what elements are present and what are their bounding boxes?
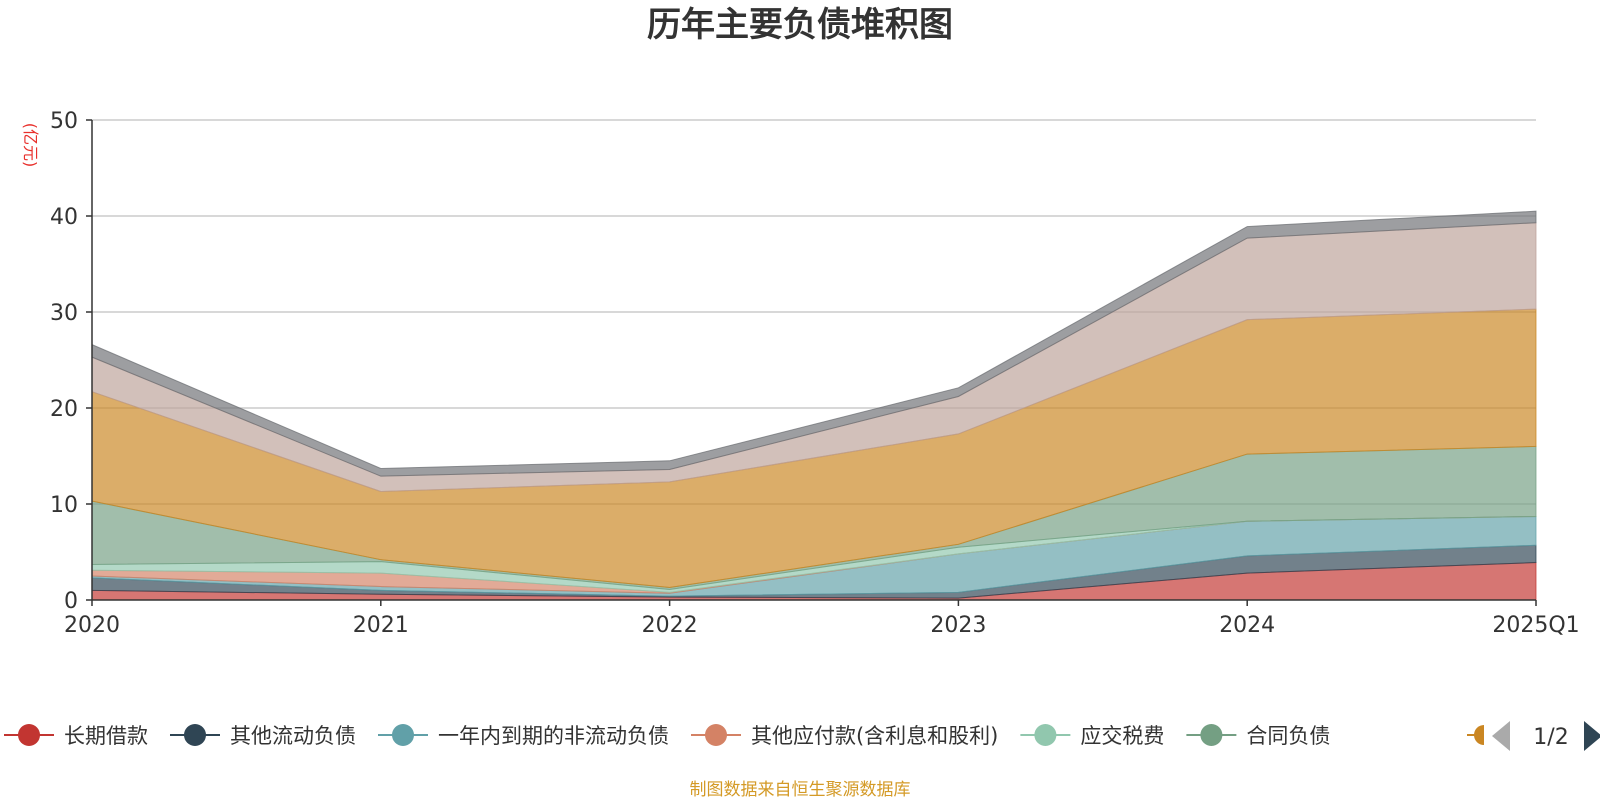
legend-label: 其他应付款(含利息和股利) — [751, 724, 998, 748]
legend-item-4[interactable]: 应交税费 — [1020, 724, 1164, 748]
area-series-group — [91, 210, 1537, 601]
legend-marker-icon — [1474, 725, 1484, 745]
legend-marker-icon — [1034, 724, 1057, 746]
area-series-8 — [91, 210, 1537, 477]
x-tick-label: 2022 — [642, 613, 698, 638]
legend-item-5[interactable]: 合同负债 — [1186, 724, 1330, 748]
legend[interactable]: 长期借款 其他流动负债 一年内到期的非流动负债 其他应付款(含利息和股利) 应交税费 合同… — [4, 724, 1484, 748]
legend-marker-icon — [1200, 724, 1223, 746]
x-tick-label: 2021 — [353, 613, 409, 638]
legend-item-1[interactable]: 其他流动负债 — [169, 724, 356, 748]
x-tick-label: 2025Q1 — [1492, 613, 1579, 638]
legend-label: 合同负债 — [1246, 724, 1330, 748]
legend-label: 长期借款 — [64, 724, 148, 748]
legend-pager[interactable]: 1/2 — [1492, 721, 1600, 751]
legend-next-page-icon[interactable] — [1584, 721, 1600, 751]
y-tick-label: 20 — [50, 397, 78, 422]
legend-label: 一年内到期的非流动负债 — [438, 724, 669, 748]
axes: 0 10 20 30 40 50 2020 2021 2022 2023 2024 2025Q1 — [50, 109, 1580, 638]
x-tick-label: 2023 — [930, 613, 986, 638]
x-tick-label: 2024 — [1219, 613, 1275, 638]
y-tick-label: 0 — [64, 589, 78, 614]
chart-title: 历年主要负债堆积图 — [647, 5, 953, 45]
y-tick-label: 40 — [50, 205, 78, 230]
legend-item-6[interactable] — [1467, 725, 1484, 745]
data-source-note: 制图数据来自恒生聚源数据库 — [690, 780, 911, 800]
legend-marker-icon — [391, 724, 414, 746]
legend-page-indicator: 1/2 — [1533, 725, 1568, 750]
legend-marker-icon — [704, 724, 727, 746]
x-tick-label: 2020 — [64, 613, 120, 638]
y-tick-label: 10 — [50, 493, 78, 518]
legend-label: 应交税费 — [1080, 724, 1164, 748]
y-tick-label: 50 — [50, 109, 78, 134]
legend-marker-icon — [18, 724, 40, 746]
y-tick-label: 30 — [50, 301, 78, 326]
legend-item-2[interactable]: 一年内到期的非流动负债 — [377, 724, 669, 748]
legend-item-0[interactable]: 长期借款 — [4, 724, 148, 748]
legend-item-3[interactable]: 其他应付款(含利息和股利) — [690, 724, 998, 748]
legend-marker-icon — [183, 724, 206, 746]
legend-label: 其他流动负债 — [230, 724, 356, 748]
legend-prev-page-icon[interactable] — [1492, 721, 1510, 751]
y-axis-unit-label: (亿元) — [21, 123, 40, 168]
